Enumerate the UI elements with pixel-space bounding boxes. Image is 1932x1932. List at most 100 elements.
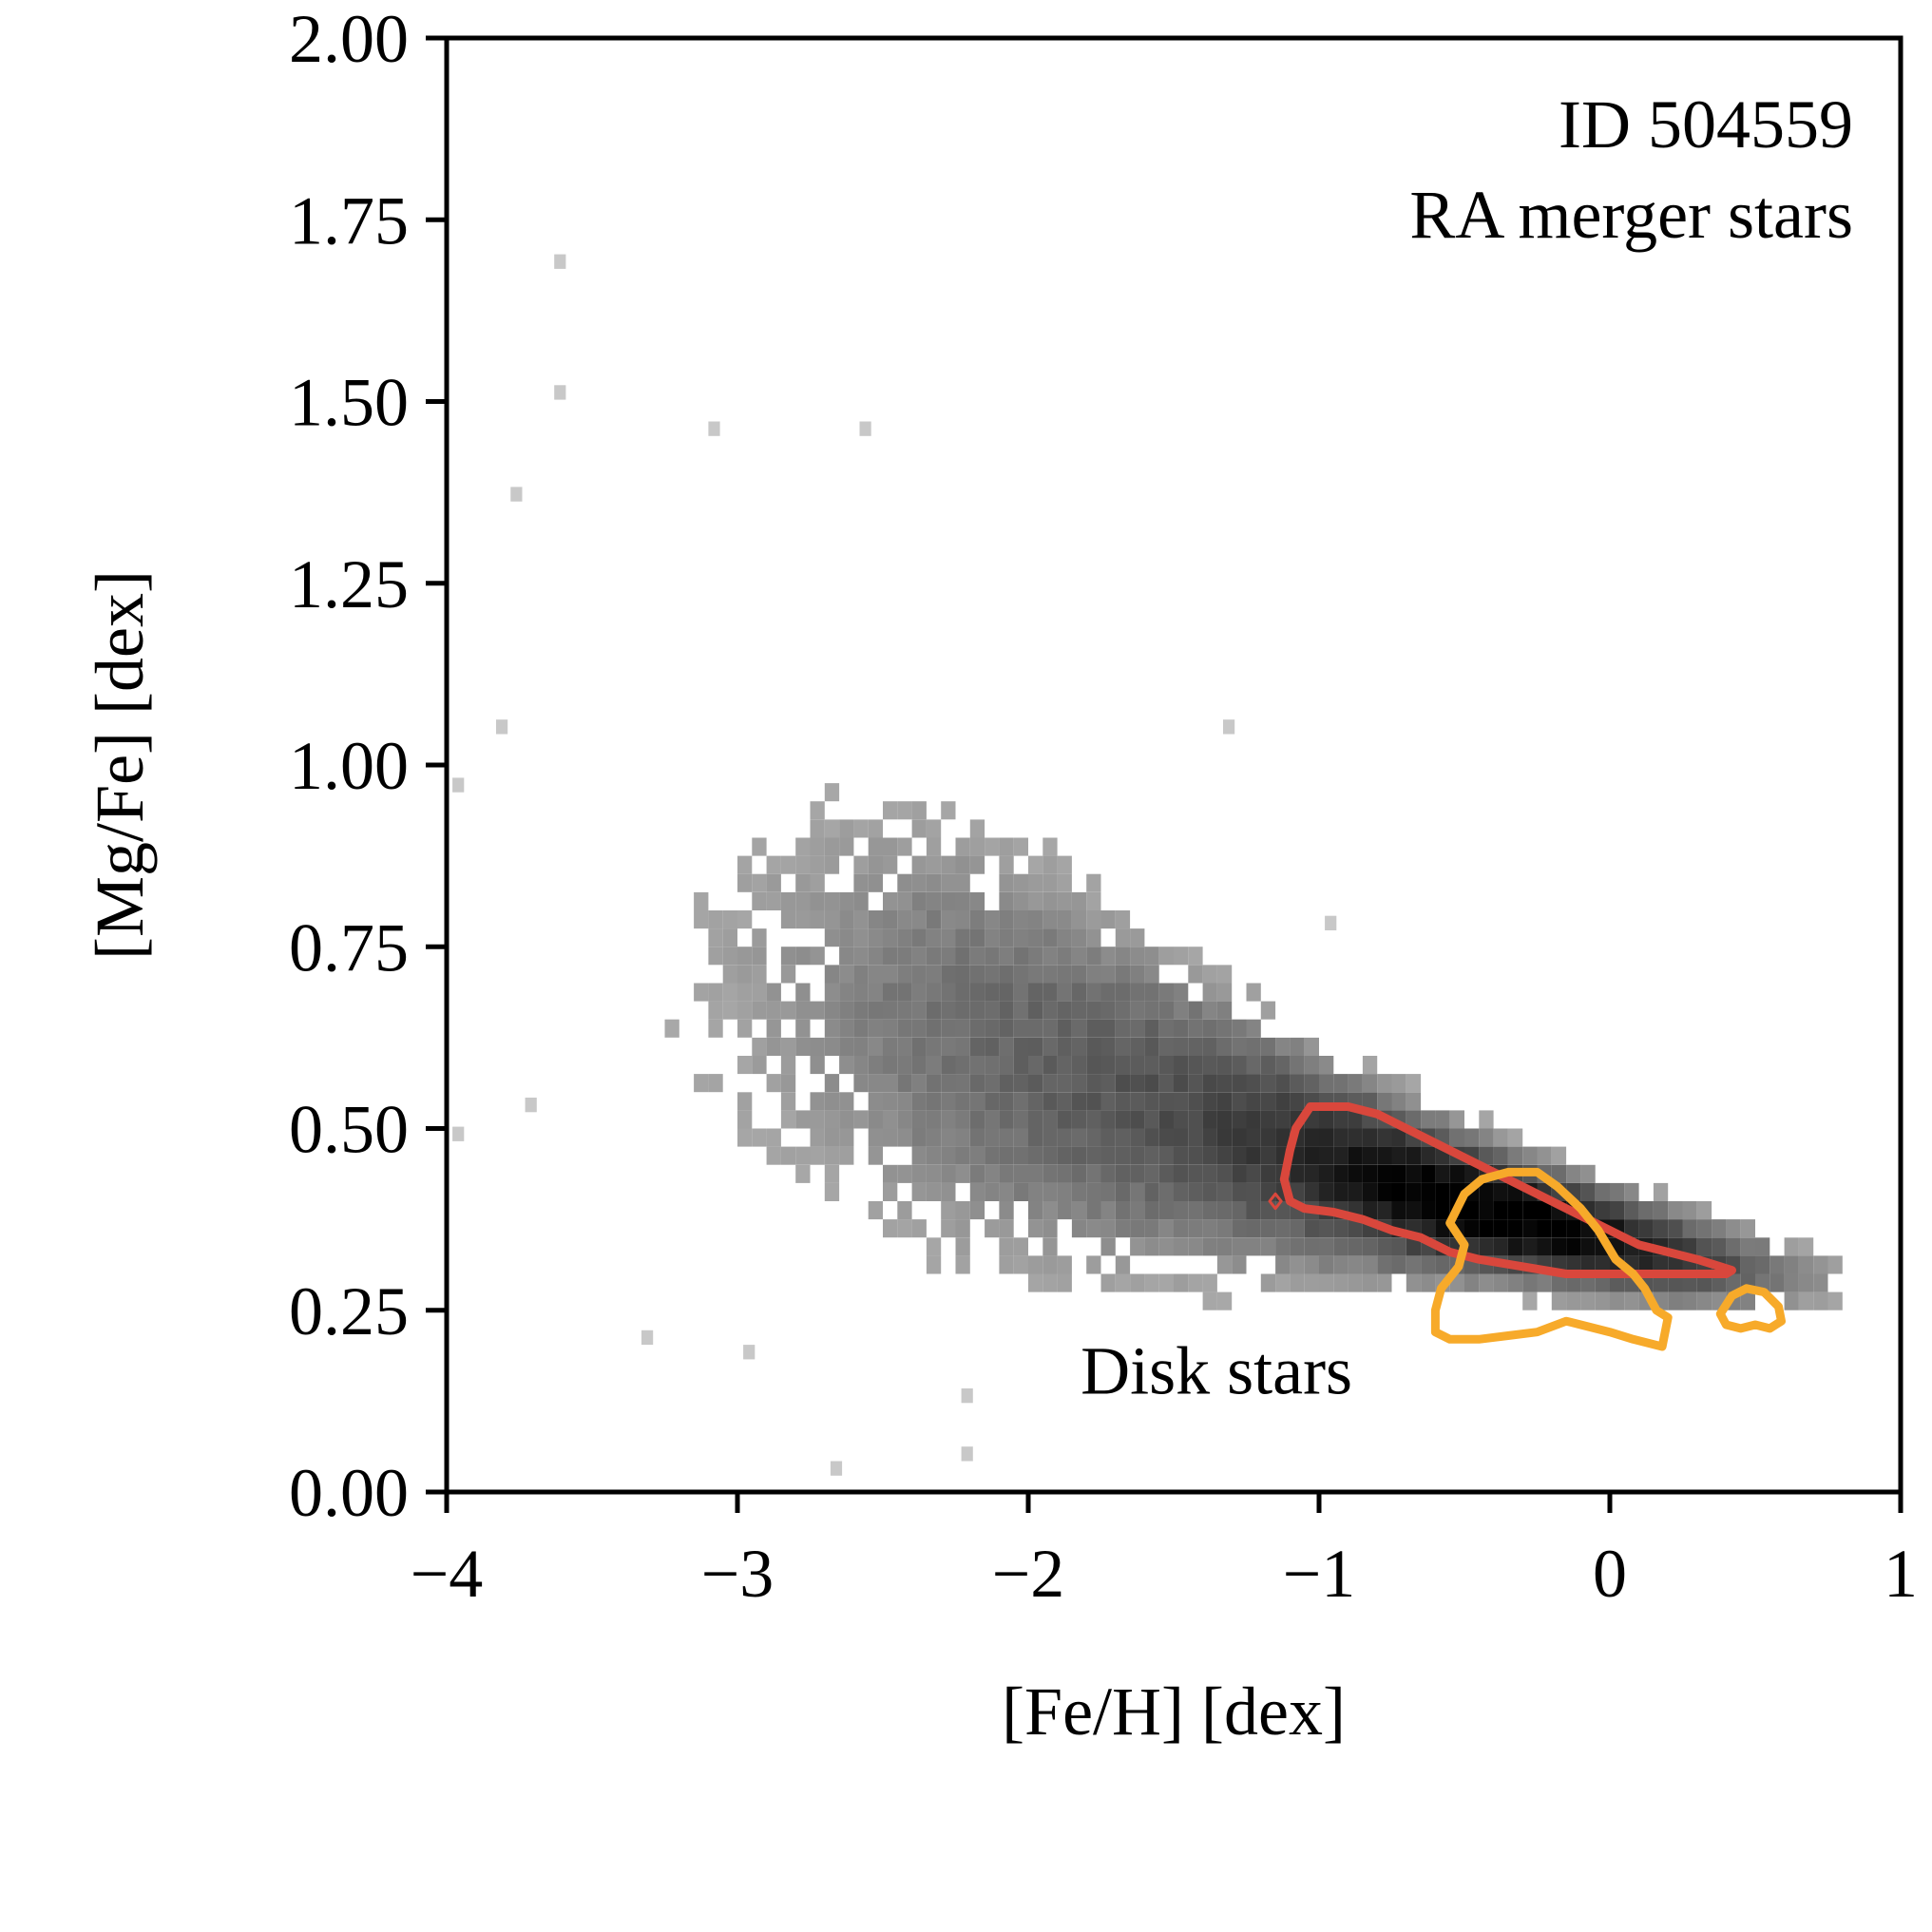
histogram-bin (708, 1001, 723, 1020)
histogram-bin (1216, 1164, 1233, 1183)
histogram-bin (1377, 1182, 1392, 1201)
histogram-bin (999, 1201, 1014, 1220)
histogram-bin (1624, 1201, 1639, 1220)
histogram-bin (1115, 1128, 1131, 1147)
histogram-bin (664, 1019, 679, 1038)
histogram-bin (1333, 1182, 1349, 1201)
histogram-bin (1580, 1164, 1596, 1183)
histogram-bin (1333, 1074, 1349, 1093)
histogram-bin (999, 1001, 1014, 1020)
histogram-bin (926, 1164, 942, 1183)
disk-contour (1715, 1284, 1786, 1333)
histogram-bin (1115, 983, 1131, 1002)
histogram-bin (985, 1037, 1000, 1056)
histogram-bin (1319, 1219, 1334, 1238)
histogram-bin (1115, 1074, 1131, 1093)
histogram-bin (1653, 1273, 1669, 1292)
histogram-bin (1464, 1128, 1480, 1147)
histogram-bin (737, 1056, 753, 1075)
histogram-bin (737, 1001, 753, 1020)
histogram-bin (1304, 1056, 1319, 1075)
histogram-bin (795, 1146, 811, 1165)
histogram-bin (1115, 1164, 1131, 1183)
histogram-bin (1260, 1219, 1276, 1238)
histogram-bin (1144, 1092, 1159, 1111)
histogram-bin (1130, 1164, 1145, 1183)
y-tick-label: 1.00 (289, 728, 409, 804)
histogram-bin (1115, 965, 1131, 984)
histogram-bin (1798, 1255, 1814, 1274)
histogram-bin (1202, 1273, 1217, 1292)
histogram-bin (1188, 1219, 1203, 1238)
histogram-bin (1348, 1273, 1363, 1292)
histogram-bin (810, 1146, 825, 1165)
histogram-bin (941, 1164, 956, 1183)
histogram-bin (1086, 1092, 1101, 1111)
histogram-bin (839, 819, 854, 838)
histogram-bin (969, 1037, 985, 1056)
histogram-bin (1653, 1201, 1669, 1220)
histogram-bin (1246, 1128, 1261, 1147)
histogram-bin (1493, 1237, 1508, 1256)
histogram-bin (1449, 1164, 1464, 1183)
histogram-bin (1333, 1237, 1349, 1256)
histogram-bin (1216, 1001, 1233, 1020)
histogram-bin (1391, 1182, 1406, 1201)
histogram-bin (883, 1001, 898, 1020)
histogram-bin (1013, 1037, 1028, 1056)
histogram-bin (839, 1001, 854, 1020)
histogram-bin (1522, 1291, 1538, 1310)
histogram-bin (1522, 1201, 1538, 1220)
histogram-bin (985, 1164, 1000, 1183)
histogram-bin (1086, 910, 1101, 929)
histogram-bin (941, 910, 956, 929)
histogram-bin (1682, 1219, 1697, 1238)
histogram-bin (1304, 1128, 1319, 1147)
histogram-bin (883, 965, 898, 984)
histogram-bin (1275, 1273, 1291, 1292)
histogram-bin (1507, 1146, 1523, 1165)
histogram-bin (999, 928, 1014, 947)
histogram-bin (1479, 1110, 1494, 1129)
histogram-bin (1174, 1201, 1189, 1220)
histogram-bin (1348, 1146, 1363, 1165)
histogram-bin (839, 1037, 854, 1056)
histogram-bin (897, 1056, 912, 1075)
histogram-bin (496, 719, 508, 735)
y-tick-label: 1.50 (289, 365, 409, 441)
histogram-bin (969, 983, 985, 1002)
histogram-bin (969, 947, 985, 966)
histogram-bin (1071, 1201, 1087, 1220)
histogram-bin (1290, 1219, 1305, 1238)
histogram-bin (1348, 1128, 1363, 1147)
histogram-bin (766, 855, 781, 874)
histogram-bin (1275, 1237, 1291, 1256)
histogram-bin (824, 1092, 840, 1111)
histogram-bin (999, 910, 1014, 929)
histogram-bin (1377, 1237, 1392, 1256)
histogram-bin (1174, 983, 1189, 1002)
histogram-bin (985, 965, 1000, 984)
histogram-bin (824, 891, 840, 910)
histogram-bin (1202, 1146, 1217, 1165)
histogram-bin (868, 983, 883, 1002)
histogram-bin (1362, 1164, 1378, 1183)
histogram-bin (1158, 1037, 1174, 1056)
histogram-bin (1362, 1237, 1378, 1256)
histogram-bin (1216, 1291, 1233, 1310)
histogram-bin (1158, 1182, 1174, 1201)
histogram-bin (1406, 1164, 1422, 1183)
histogram-bin (1246, 1146, 1261, 1165)
histogram-bin (722, 965, 737, 984)
histogram-bin (999, 891, 1014, 910)
histogram-bin (1377, 1074, 1392, 1093)
histogram-bin (1043, 1092, 1058, 1111)
histogram-bin (780, 910, 796, 929)
histogram-bin (1406, 1237, 1422, 1256)
histogram-bin (1406, 1092, 1422, 1111)
histogram-bin (985, 1110, 1000, 1129)
histogram-bin (926, 1146, 942, 1165)
histogram-bin (897, 1092, 912, 1111)
histogram-bin (926, 1074, 942, 1093)
histogram-bin (839, 1019, 854, 1038)
